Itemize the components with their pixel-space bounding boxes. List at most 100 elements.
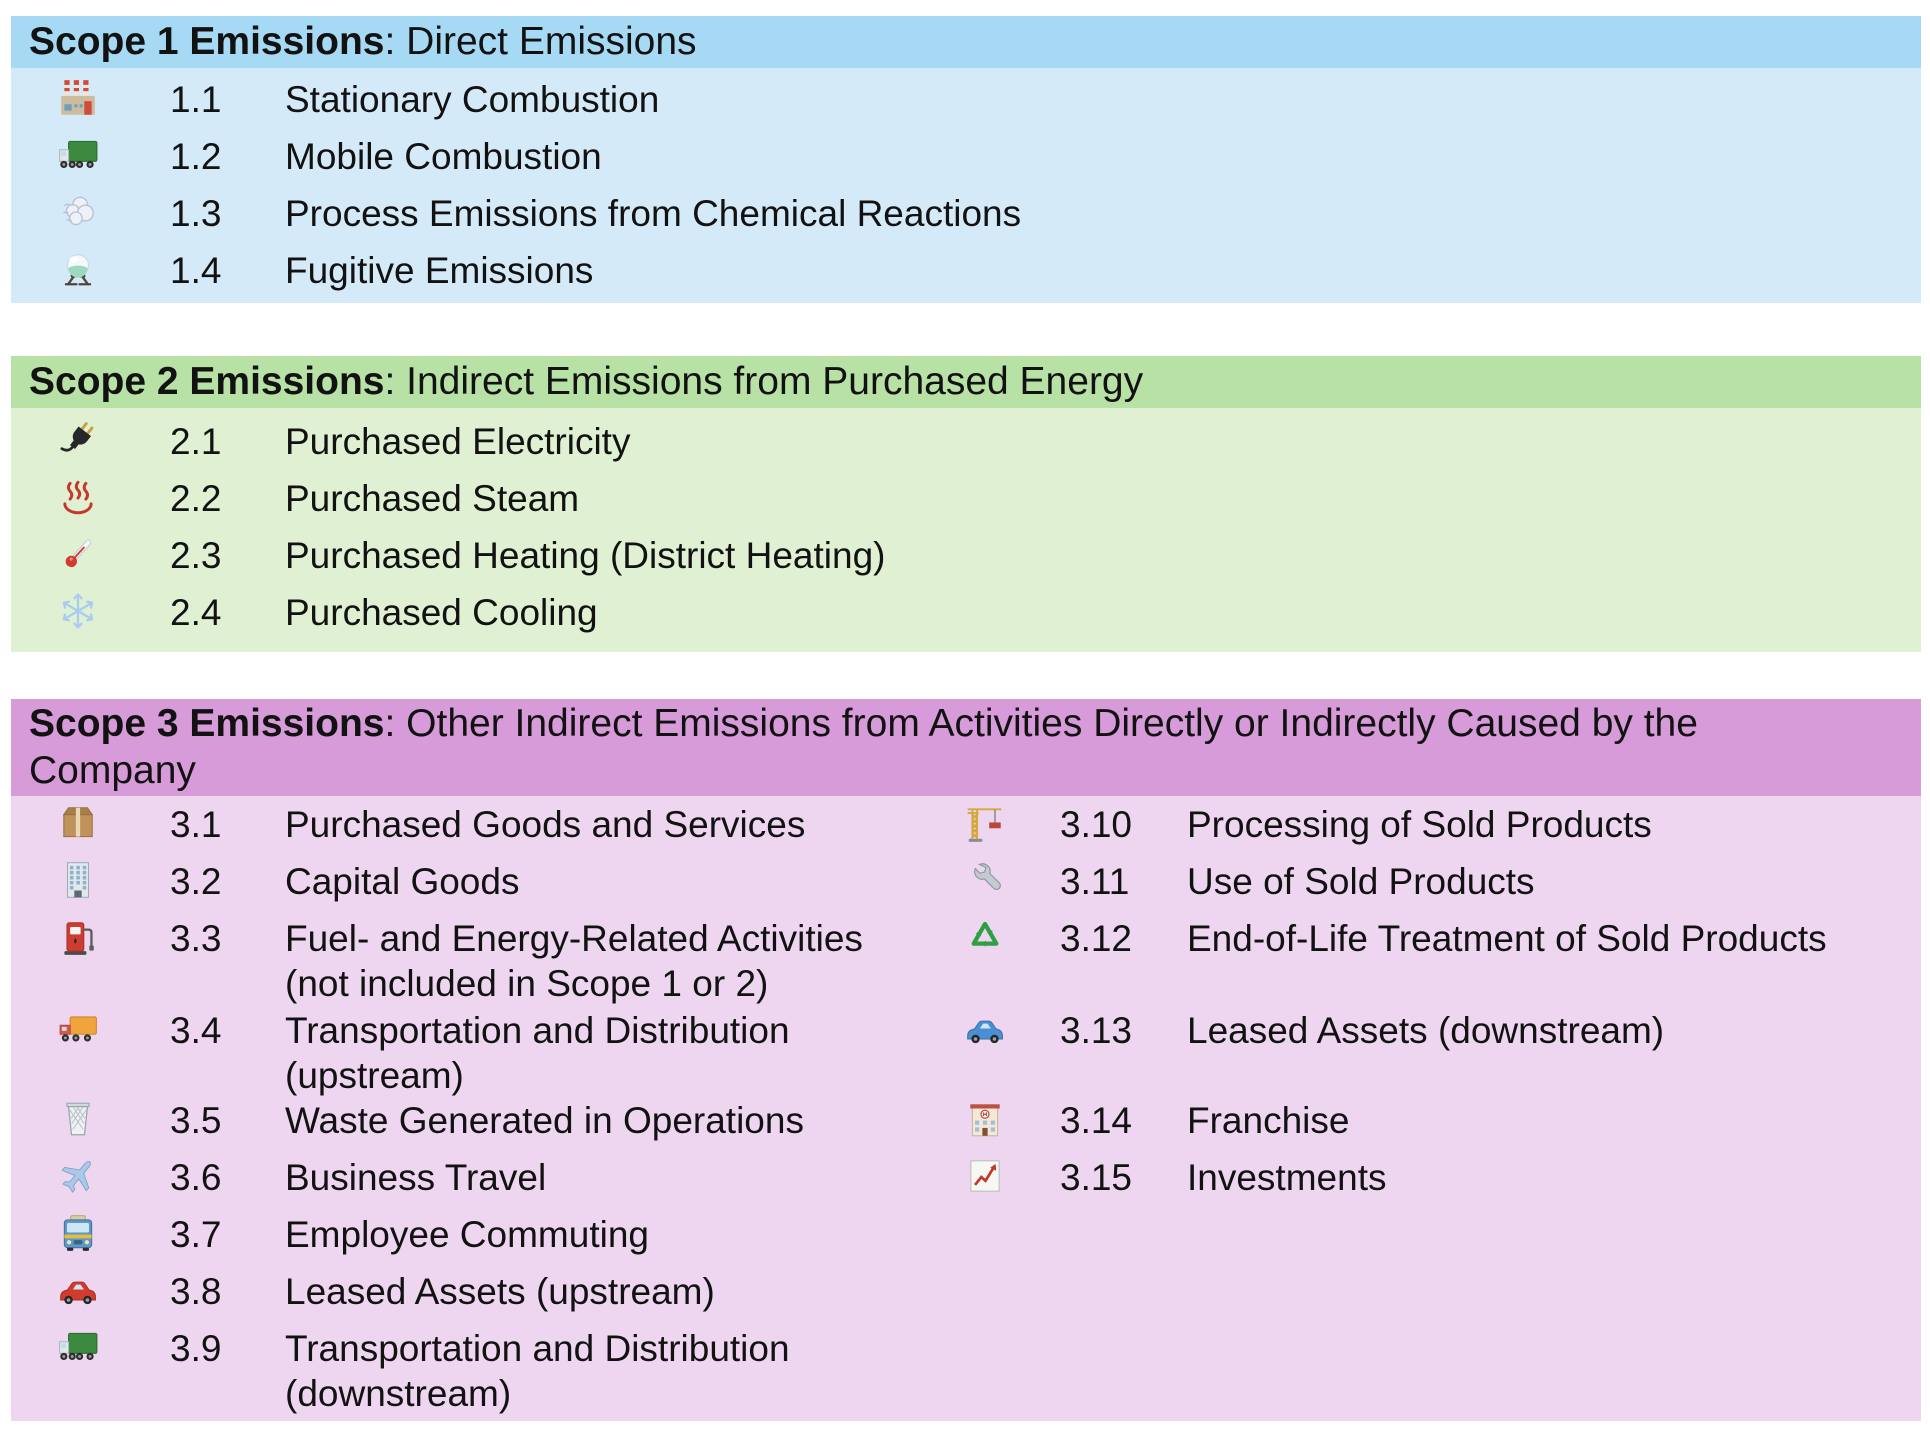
category-label: Purchased Electricity [285,421,631,462]
category-row-1-3: 1.3 Process Emissions from Chemical Reac… [11,185,1921,242]
category-label: Fugitive Emissions [285,250,594,291]
category-number: 3.14 [1060,1100,1133,1141]
category-number: 3.12 [1060,918,1133,959]
category-number: 1.2 [170,136,222,177]
category-number: 2.4 [170,592,222,633]
category-number: 3.2 [170,861,222,902]
snowflake-icon [55,590,101,632]
category-label-line2: (downstream) [285,1373,512,1414]
category-label: Process Emissions from Chemical Reaction… [285,193,1022,234]
dash-cloud-icon [55,191,101,233]
hot-springs-icon [55,476,101,518]
chart-increasing-icon [962,1155,1008,1197]
category-row-3-7: 3.7 Employee Commuting [11,1206,960,1263]
delivery-truck-icon [55,1008,101,1050]
category-number: 3.15 [1060,1157,1133,1198]
category-row-3-10: 3.10 Processing of Sold Products [960,796,1921,853]
category-row-2-2: 2.2 Purchased Steam [11,470,1921,527]
category-number: 2.1 [170,421,222,462]
scope1-subtitle: : Direct Emissions [384,20,697,63]
bus-icon [55,1212,101,1254]
category-row-3-12: 3.12 End-of-Life Treatment of Sold Produ… [960,910,1921,1002]
scope3-header: Scope 3 Emissions: Other Indirect Emissi… [11,699,1921,796]
category-label: Stationary Combustion [285,79,660,120]
thermometer-icon [55,533,101,575]
category-number: 3.10 [1060,804,1133,845]
category-row-3-3: 3.3 Fuel- and Energy-Related Activities(… [11,910,960,1004]
category-row-3-13: 3.13 Leased Assets (downstream) [960,1002,1921,1092]
category-label: Employee Commuting [285,1214,649,1255]
category-label: Transportation and Distribution (upstream… [285,1010,790,1096]
scope1-section: Scope 1 Emissions: Direct Emissions 1.1 … [11,16,1921,303]
category-row-2-3: 2.3 Purchased Heating (District Heating) [11,527,1921,584]
scope2-subtitle: : Indirect Emissions from Purchased Ener… [384,360,1144,403]
scope3-title: Scope 3 Emissions [29,702,385,745]
alembic-icon [55,248,101,290]
category-row-3-15: 3.15 Investments [960,1149,1921,1206]
category-number: 1.3 [170,193,222,234]
category-label: Capital Goods [285,861,520,902]
category-label: Use of Sold Products [1187,861,1535,902]
articulated-lorry-icon [55,134,101,176]
category-label: Mobile Combustion [285,136,602,177]
category-number: 3.3 [170,918,222,959]
scope2-section: Scope 2 Emissions: Indirect Emissions fr… [11,356,1921,652]
category-label: End-of-Life Treatment of Sold Products [1187,918,1827,959]
category-row-2-4: 2.4 Purchased Cooling [11,584,1921,641]
category-number: 2.2 [170,478,222,519]
electric-plug-icon [55,419,101,461]
wastebasket-icon [55,1098,101,1140]
category-label: Leased Assets (upstream) [285,1271,715,1312]
red-car-icon [55,1269,101,1311]
scope2-header: Scope 2 Emissions: Indirect Emissions fr… [11,356,1921,408]
package-icon [55,802,101,844]
category-number: 3.13 [1060,1010,1133,1051]
category-row-3-4: 3.4 Transportation and Distribution (upst… [11,1002,960,1096]
category-row-1-4: 1.4 Fugitive Emissions [11,242,1921,299]
recycling-icon [962,916,1008,958]
blue-car-icon [962,1008,1008,1050]
category-label: Purchased Goods and Services [285,804,806,845]
hotel-icon [962,1098,1008,1140]
category-label: Processing of Sold Products [1187,804,1652,845]
office-building-icon [55,859,101,901]
scope2-body: 2.1 Purchased Electricity 2.2 Purchased … [11,408,1921,652]
category-row-3-6: 3.6 Business Travel [11,1149,960,1206]
factory-icon [55,77,101,119]
category-label: Investments [1187,1157,1387,1198]
articulated-lorry-icon [55,1326,101,1368]
category-row-3-5: 3.5 Waste Generated in Operations [11,1092,960,1149]
category-row-3-8: 3.8 Leased Assets (upstream) [11,1263,960,1320]
category-row-3-1: 3.1 Purchased Goods and Services [11,796,960,853]
category-number: 3.1 [170,804,222,845]
category-label: Business Travel [285,1157,547,1198]
category-number: 3.7 [170,1214,222,1255]
category-label-line2: (upstream) [285,1055,464,1096]
category-label: Waste Generated in Operations [285,1100,804,1141]
category-number: 3.4 [170,1010,222,1051]
category-number: 1.4 [170,250,222,291]
ghg-emission-scopes-slide: Scope 1 Emissions: Direct Emissions 1.1 … [0,16,1930,1421]
category-row-3-9: 3.9 Transportation and Distribution (down… [11,1320,960,1421]
category-row-1-1: 1.1 Stationary Combustion [11,71,1921,128]
category-label: Purchased Heating (District Heating) [285,535,886,576]
category-row-3-2: 3.2 Capital Goods [11,853,960,910]
category-number: 3.9 [170,1328,222,1369]
scope3-body: 3.1 Purchased Goods and Services [11,796,1921,1421]
scope1-title: Scope 1 Emissions [29,20,385,63]
airplane-icon [55,1155,101,1197]
category-number: 2.3 [170,535,222,576]
category-label: Fuel- and Energy-Related Activities (not … [285,918,863,1004]
scope1-header: Scope 1 Emissions: Direct Emissions [11,16,1921,68]
category-row-3-14: 3.14 Franchise [960,1092,1921,1149]
fuel-pump-icon [55,916,101,958]
category-number: 3.8 [170,1271,222,1312]
scope3-subtitle: : Other Indirect Emissions from Activiti… [29,702,1698,792]
category-label: Purchased Cooling [285,592,598,633]
category-label: Purchased Steam [285,478,580,519]
category-label: Leased Assets (downstream) [1187,1010,1665,1051]
category-number: 1.1 [170,79,222,120]
category-row-1-2: 1.2 Mobile Combustion [11,128,1921,185]
category-number: 3.6 [170,1157,222,1198]
scope3-section: Scope 3 Emissions: Other Indirect Emissi… [11,699,1921,1421]
